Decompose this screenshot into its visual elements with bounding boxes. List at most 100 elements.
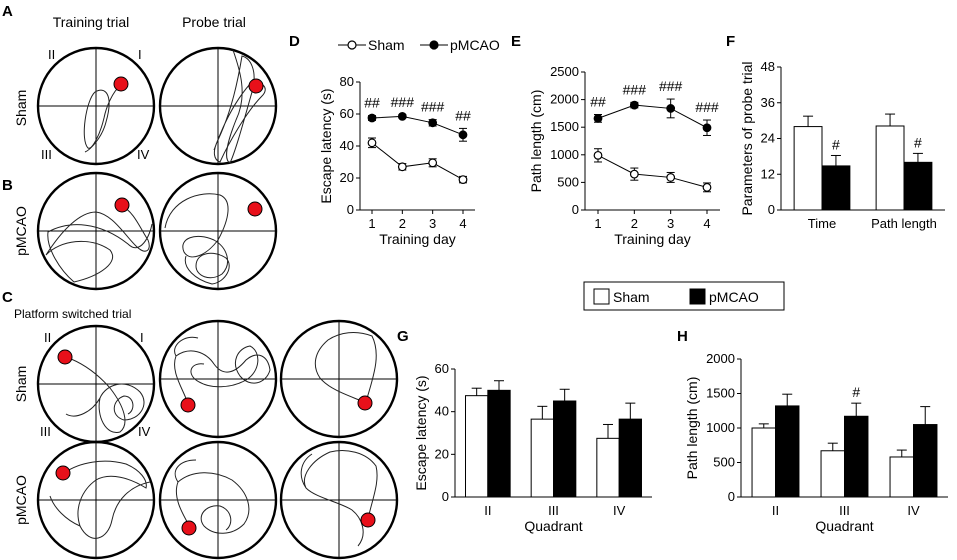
chart-path-length-quadrant: 0 500 1000 1500 2000 Path length (cm) Quadrant… [684,351,948,534]
legend-swatch-sham [593,288,610,305]
col-title-training: Training trial [53,14,130,30]
data-point-pmcao [367,113,377,123]
x-tick-label-4: 4 [459,216,466,231]
row-label-pmcao-b: pMCAO [13,206,29,256]
platform-marker [57,349,73,365]
legend-label-pmcao-bar: pMCAO [709,289,759,305]
bar-sham-path-length [875,125,905,211]
bar-sham-time [793,126,823,211]
significance-marker: ### [421,99,445,115]
y-axis-title: Escape latency (s) [318,88,334,203]
bar-sham-ii [751,427,776,498]
platform-marker [114,197,130,213]
series-line-pmcao [371,115,464,136]
quadrant-label-ii-c: II [44,330,51,345]
maze-sham-training [36,46,156,166]
bar-sham-iii [820,450,845,498]
platform-marker [113,76,129,92]
maze-switched-sham-3 [279,319,399,439]
bar-pmcao-iv [913,424,938,498]
panel-letter-d: D [289,33,300,50]
bar-pmcao-ii [775,405,800,498]
x-tick-label-3: 3 [429,216,436,231]
platform-marker [247,201,263,217]
maze-switched-pmcao-3 [279,440,399,560]
bar-pmcao-iii [553,400,577,498]
y-tick-label-0: 0 [728,489,735,504]
data-point-pmcao [593,113,603,123]
y-axis-title: Path length (cm) [684,377,700,480]
data-point-sham [593,150,603,160]
data-point-sham [458,175,468,185]
x-tick-label-iv: IV [613,503,626,518]
y-tick-label-40: 40 [340,138,354,153]
legend-swatch-pmcao [689,288,706,305]
y-tick-label-500: 500 [557,174,579,189]
platform-marker [180,397,196,413]
legend-label-sham: Sham [368,37,405,53]
maze-switched-sham-2 [158,319,278,439]
panel-letter-a: A [2,3,13,20]
bar-sham-iv [596,437,620,498]
legend-marker-pmcao [429,40,439,50]
data-point-sham [367,138,377,148]
quadrant-label-iii-c: III [40,424,51,439]
significance-marker: ### [391,94,415,110]
y-tick-label-0: 0 [347,202,354,217]
y-tick-label-60: 60 [435,361,449,376]
data-point-pmcao [397,111,407,121]
data-point-sham [428,158,438,168]
x-tick-label-1: 1 [368,216,375,231]
significance-marker: # [832,136,840,152]
swim-path [213,49,266,164]
x-tick-label-path-length: Path length [871,216,937,231]
bar-pmcao-iv [618,418,642,498]
panel-letter-f: F [726,33,735,50]
panel-letter-b: B [2,177,13,194]
swim-path [45,205,153,283]
x-tick-label-iv: IV [907,503,920,518]
significance-marker: ## [364,95,380,111]
y-tick-label-1500: 1500 [706,386,735,401]
significance-marker: # [852,384,860,400]
data-point-pmcao [702,123,712,133]
panel-letter-g: G [397,328,409,345]
bar-sham-ii [465,395,489,498]
y-tick-label-36: 36 [761,95,775,110]
quadrant-label-ii: II [48,47,55,62]
y-tick-label-500: 500 [713,455,735,470]
swim-path [314,332,377,403]
x-tick-label-iii: III [839,503,850,518]
swim-path [164,193,230,285]
quadrant-label-iv-c: IV [138,424,151,439]
swim-path [174,459,250,534]
row-label-sham-c: Sham [13,366,29,403]
series-line-sham [371,142,464,181]
y-tick-label-20: 20 [435,446,449,461]
y-tick-label-0: 0 [442,489,449,504]
x-axis-title: Training day [379,231,456,247]
chart-path-length-training: 0 500 1000 1500 2000 2500 Path length (cm) Trai… [528,64,720,247]
bar-pmcao-time [821,165,851,211]
x-axis-title: Training day [614,231,691,247]
maze-switched-pmcao-2 [158,440,278,560]
y-tick-label-48: 48 [761,59,775,74]
y-tick-label-2500: 2500 [550,64,579,79]
y-axis-title: Parameters of probe trial [739,61,755,215]
y-tick-label-0: 0 [572,202,579,217]
x-tick-label-time: Time [808,216,836,231]
x-tick-label-ii: II [484,503,491,518]
row-label-sham-a: Sham [13,90,29,127]
x-tick-label-iii: III [548,503,559,518]
platform-marker [360,512,376,528]
series-line-pmcao [597,104,708,129]
col-title-probe: Probe trial [182,14,246,30]
y-tick-label-2000: 2000 [706,351,735,366]
swim-path [65,356,145,433]
quadrant-label-iv: IV [137,147,150,162]
y-tick-label-60: 60 [340,106,354,121]
swim-path [49,460,151,539]
bar-pmcao-iii [844,415,869,498]
y-tick-label-80: 80 [340,74,354,89]
